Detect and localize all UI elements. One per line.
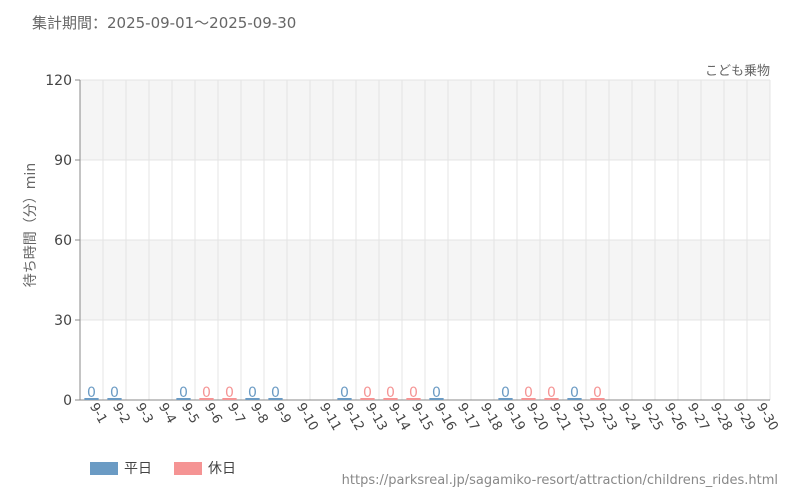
bar [567, 398, 582, 400]
period-title: 集計期間：2025-09-01〜2025-09-30 [32, 14, 297, 32]
x-tick-label: 9-23 [592, 401, 620, 434]
bar [406, 398, 421, 400]
x-tick-label: 9-29 [730, 401, 758, 434]
x-tick-label: 9-5 [178, 401, 202, 427]
x-tick-label: 9-21 [546, 401, 574, 434]
data-label: 0 [202, 385, 211, 401]
data-label: 0 [248, 385, 257, 401]
series-label: こども乗物 [704, 64, 770, 79]
data-label: 0 [110, 385, 119, 401]
y-tick-label: 30 [54, 313, 72, 329]
data-label: 0 [271, 385, 280, 401]
source-url[interactable]: https://parksreal.jp/sagamiko-resort/att… [341, 473, 778, 488]
x-tick-label: 9-27 [684, 401, 712, 434]
x-tick-label: 9-15 [408, 401, 436, 434]
data-label: 0 [409, 385, 418, 401]
x-tick-label: 9-22 [569, 401, 597, 434]
bar [199, 398, 214, 400]
x-tick-label: 9-3 [132, 401, 156, 427]
bar [498, 398, 513, 400]
legend: 平日 休日 [90, 458, 236, 478]
bar [521, 398, 536, 400]
x-tick-label: 9-11 [316, 401, 344, 434]
legend-label-holiday: 休日 [208, 461, 236, 477]
bar [222, 398, 237, 400]
x-tick-label: 9-14 [385, 401, 413, 434]
data-label: 0 [87, 385, 96, 401]
bar [268, 398, 283, 400]
y-tick-label: 90 [54, 153, 72, 169]
x-tick-label: 9-10 [293, 401, 321, 434]
x-tick-label: 9-4 [155, 401, 179, 427]
y-tick-label: 120 [45, 73, 72, 89]
x-tick-label: 9-8 [247, 401, 271, 427]
bar [544, 398, 559, 400]
x-tick-label: 9-28 [707, 401, 735, 434]
x-tick-label: 9-30 [753, 401, 781, 434]
x-tick-label: 9-9 [270, 401, 294, 427]
bar [176, 398, 191, 400]
x-tick-label: 9-26 [661, 401, 689, 434]
y-tick-label: 0 [63, 393, 72, 409]
legend-label-weekday: 平日 [124, 461, 152, 477]
legend-item-holiday[interactable]: 休日 [174, 458, 236, 478]
legend-swatch-weekday [90, 461, 118, 475]
bar [590, 398, 605, 400]
data-label: 0 [225, 385, 234, 401]
x-tick-label: 9-20 [523, 401, 551, 434]
bar [360, 398, 375, 400]
x-tick-label: 9-7 [224, 401, 248, 427]
data-label: 0 [432, 385, 441, 401]
data-label: 0 [501, 385, 510, 401]
data-label: 0 [179, 385, 188, 401]
bar [429, 398, 444, 400]
data-label: 0 [524, 385, 533, 401]
data-label: 0 [386, 385, 395, 401]
x-tick-label: 9-24 [615, 401, 643, 434]
data-label: 0 [570, 385, 579, 401]
bar [383, 398, 398, 400]
data-label: 0 [547, 385, 556, 401]
x-tick-label: 9-12 [339, 401, 367, 434]
data-label: 0 [593, 385, 602, 401]
x-tick-label: 9-6 [201, 401, 225, 427]
x-tick-label: 9-1 [86, 401, 110, 427]
data-label: 0 [363, 385, 372, 401]
x-tick-label: 9-2 [109, 401, 133, 427]
bar [245, 398, 260, 400]
legend-item-weekday[interactable]: 平日 [90, 458, 152, 478]
bar [84, 398, 99, 400]
x-tick-label: 9-18 [477, 401, 505, 434]
x-tick-label: 9-13 [362, 401, 390, 434]
bar [107, 398, 122, 400]
y-tick-label: 60 [54, 233, 72, 249]
bar [337, 398, 352, 400]
data-label: 0 [340, 385, 349, 401]
x-tick-label: 9-17 [454, 401, 482, 434]
x-tick-label: 9-25 [638, 401, 666, 434]
x-tick-label: 9-16 [431, 401, 459, 434]
legend-swatch-holiday [174, 461, 202, 475]
x-tick-label: 9-19 [500, 401, 528, 434]
